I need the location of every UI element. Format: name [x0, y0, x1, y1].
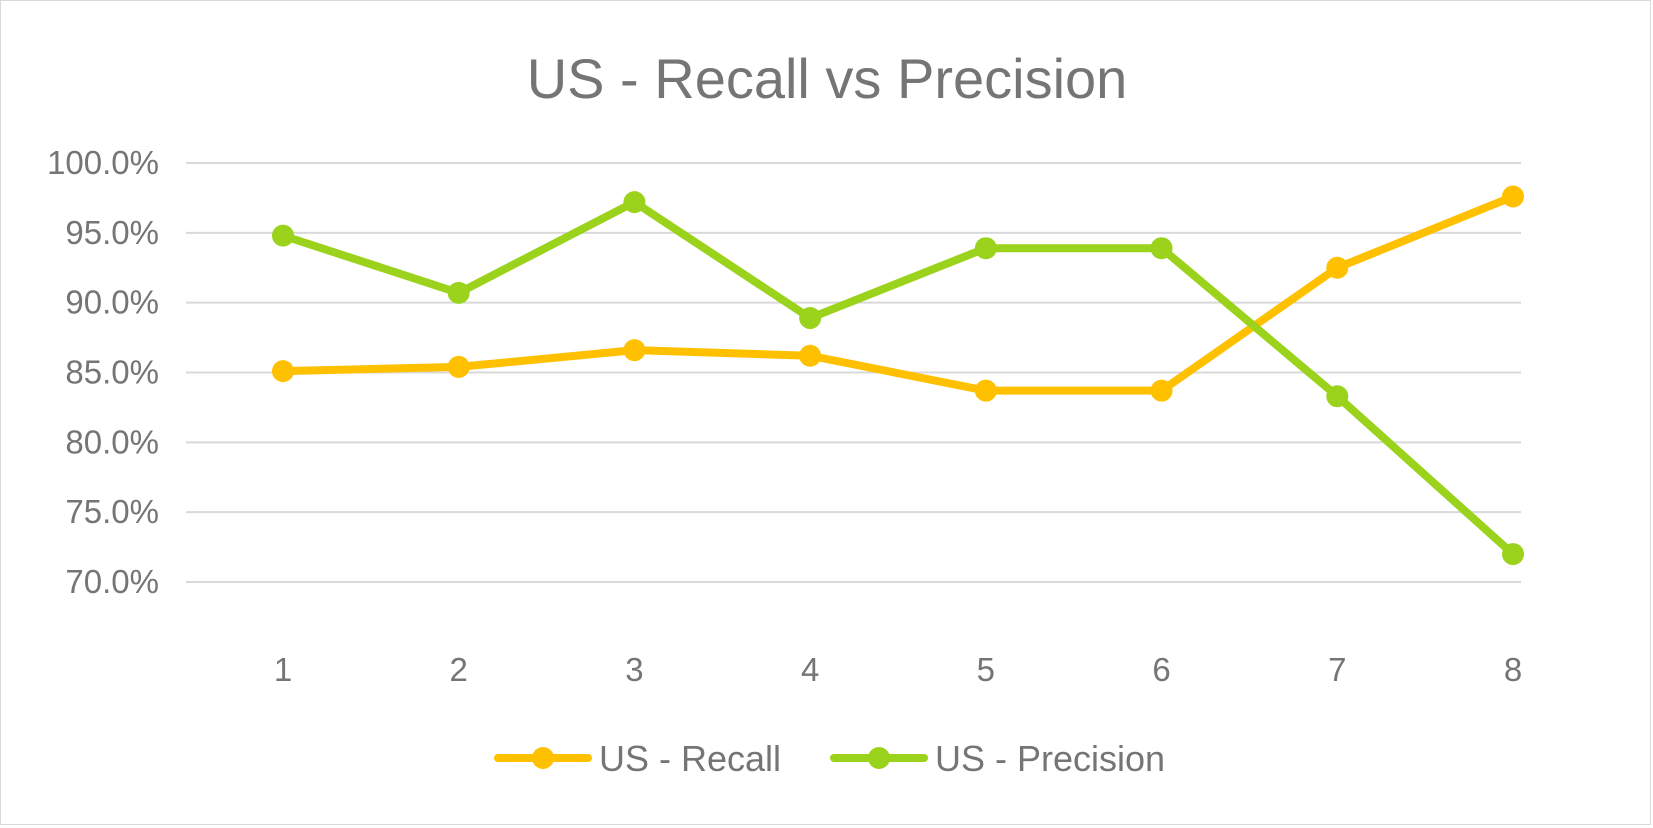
x-tick-label: 1 [274, 651, 292, 688]
data-point [272, 360, 294, 383]
x-tick-label: 8 [1504, 651, 1522, 688]
x-tick-label: 4 [801, 651, 819, 688]
data-point [447, 281, 470, 304]
legend-label: US - Precision [935, 738, 1165, 779]
series-group [272, 191, 1524, 566]
x-tick-label: 3 [625, 651, 643, 688]
legend-marker [868, 747, 890, 769]
data-point [799, 307, 822, 330]
y-tick-label: 80.0% [65, 423, 159, 460]
data-point [1502, 543, 1524, 566]
legend: US - Recall US - Precision [494, 738, 1165, 779]
y-axis-ticks: 70.0% 75.0% 80.0% 85.0% 90.0% 95.0% 100.0% [47, 144, 159, 600]
data-point [974, 379, 997, 402]
chart-title: US - Recall vs Precision [527, 47, 1128, 110]
data-point [623, 191, 646, 214]
legend-label: US - Recall [599, 738, 781, 779]
y-tick-label: 100.0% [47, 144, 159, 181]
x-tick-label: 2 [450, 651, 468, 688]
data-point [1326, 256, 1349, 279]
y-tick-label: 90.0% [65, 284, 159, 321]
x-axis-ticks: 1 2 3 4 5 6 7 8 [274, 651, 1522, 688]
data-point [1150, 237, 1173, 260]
series-line [279, 192, 1517, 395]
y-tick-label: 75.0% [65, 493, 159, 530]
data-point [623, 339, 646, 362]
legend-item: US - Precision [830, 738, 1165, 779]
series-lines [272, 185, 1524, 566]
data-point [974, 237, 997, 260]
x-tick-label: 7 [1328, 651, 1346, 688]
x-tick-label: 6 [1152, 651, 1170, 688]
y-tick-label: 70.0% [65, 563, 159, 600]
series-group [272, 185, 1524, 402]
data-point [1326, 385, 1349, 408]
series-line [279, 198, 1517, 559]
data-point [1502, 185, 1524, 208]
data-point [799, 344, 822, 367]
legend-item: US - Recall [494, 738, 781, 779]
legend-marker [532, 747, 554, 769]
y-tick-label: 95.0% [65, 214, 159, 251]
data-point [447, 355, 470, 378]
data-point [272, 224, 294, 247]
data-point [1150, 379, 1173, 402]
y-tick-label: 85.0% [65, 354, 159, 391]
x-tick-label: 5 [977, 651, 995, 688]
